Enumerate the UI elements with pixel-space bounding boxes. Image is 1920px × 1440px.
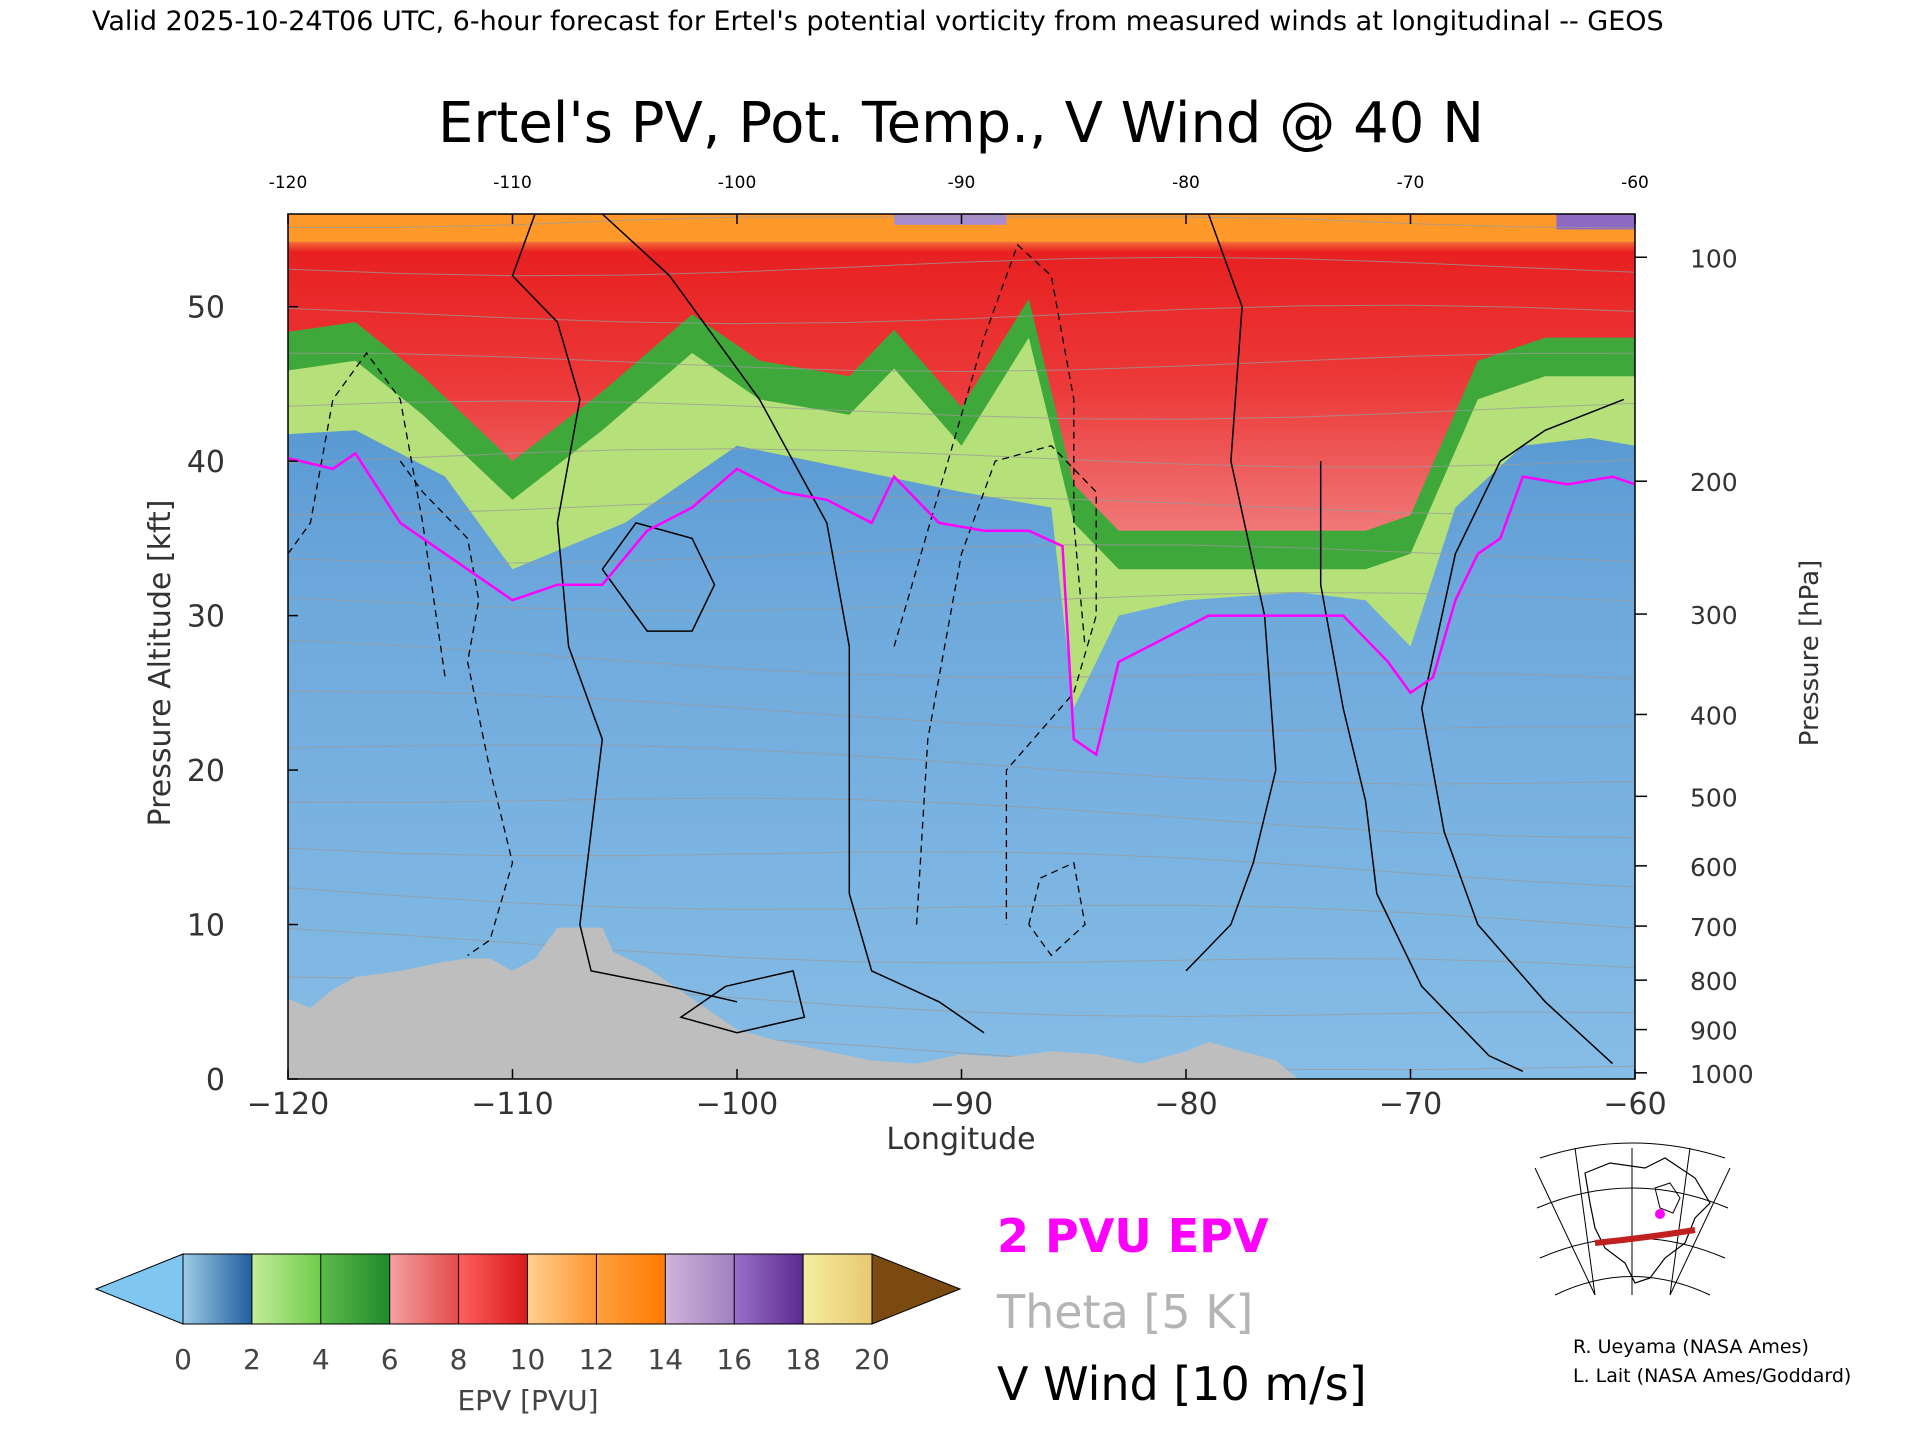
pressure-tick-label: 100: [1690, 244, 1738, 273]
colorbar-tick-label: 4: [312, 1343, 330, 1376]
theta-isentrope: [288, 744, 1635, 785]
x-tick-label: −70: [1379, 1087, 1442, 1122]
pressure-tick-label: 200: [1690, 468, 1738, 497]
chart-title: Ertel's PV, Pot. Temp., V Wind @ 40 N: [438, 91, 1484, 156]
y-tick-label: 20: [187, 754, 225, 789]
y-tick-label: 30: [187, 600, 225, 635]
theta-isentrope: [288, 847, 1635, 888]
credit-line-1: R. Ueyama (NASA Ames): [1573, 1336, 1809, 1358]
colorbar-tick-label: 8: [450, 1343, 468, 1376]
colorbar-tick-label: 20: [854, 1343, 890, 1376]
theta-isentrope: [288, 448, 1635, 468]
theta-isentrope: [288, 639, 1635, 680]
x-tick-label-top: -110: [493, 173, 532, 193]
theta-isentrope: [288, 690, 1635, 732]
pressure-tick-label: 500: [1690, 783, 1738, 812]
theta-isentrope: [288, 591, 1635, 612]
pressure-tick-label: 600: [1690, 853, 1738, 882]
vwind-contour-solid: [511, 214, 738, 1003]
tropopause-2pvu-line: [288, 451, 1635, 757]
vwind-contour-solid: [1185, 214, 1277, 972]
colorbar-under-arrow: [94, 1253, 184, 1325]
x-tick-label-top: -120: [269, 173, 308, 193]
y-axis-label: Pressure Altitude [kft]: [143, 500, 178, 827]
pressure-tick-label: 400: [1690, 701, 1738, 730]
x-tick-label: −60: [1603, 1087, 1666, 1122]
terrain-mask: [288, 927, 1299, 1079]
vwind-contour-dashed: [399, 460, 514, 956]
epv-band-purple: [1556, 214, 1635, 230]
theta-isentrope: [288, 304, 1635, 325]
legend-epv: 2 PVU EPV: [997, 1209, 1269, 1263]
colorbar-tick-label: 18: [785, 1343, 821, 1376]
theta-isentrope: [288, 496, 1635, 516]
locator-map: [1534, 1142, 1731, 1296]
colorbar-tick-label: 10: [510, 1343, 546, 1376]
pressure-tick-label: 800: [1690, 967, 1738, 996]
pressure-tick-label: 700: [1690, 913, 1738, 942]
colorbar-segment: [183, 1254, 253, 1324]
colorbar-segment: [458, 1254, 528, 1324]
y-axis-right-label: Pressure [hPa]: [1795, 560, 1825, 747]
colorbar-segment: [803, 1254, 873, 1324]
legend-theta: Theta [5 K]: [996, 1285, 1253, 1339]
colorbar-tick-label: 2: [243, 1343, 261, 1376]
x-tick-label: −110: [471, 1087, 553, 1122]
colorbar-tick-label: 12: [579, 1343, 615, 1376]
theta-isentrope: [288, 797, 1635, 839]
theta-isentrope: [288, 928, 1635, 969]
epv-band-purple: [894, 214, 1007, 225]
colorbar-segment: [251, 1254, 322, 1324]
colorbar-frame: [182, 1253, 873, 1325]
vwind-contour-solid: [1319, 461, 1524, 1072]
x-tick-label-top: -80: [1172, 173, 1200, 193]
pressure-tick-label: 900: [1690, 1017, 1738, 1046]
vwind-contour-solid: [601, 522, 716, 632]
x-tick-label-top: -70: [1397, 173, 1425, 193]
colorbar-tick-label: 16: [716, 1343, 752, 1376]
colorbar-segment: [320, 1254, 391, 1324]
theta-isentrope: [288, 544, 1635, 564]
pressure-tick-label: 1000: [1690, 1060, 1754, 1089]
x-tick-label-top: -90: [948, 173, 976, 193]
x-tick-label: −120: [247, 1087, 329, 1122]
vwind-contour-solid: [1420, 398, 1625, 1065]
y-tick-label: 10: [187, 909, 225, 944]
credit-line-2: L. Lait (NASA Ames/Goddard): [1573, 1365, 1851, 1387]
colorbar-tick-label: 14: [647, 1343, 683, 1376]
colorbar-segment: [389, 1254, 460, 1324]
colorbar-tick-label: 0: [174, 1343, 192, 1376]
colorbar-segment: [734, 1254, 804, 1324]
x-tick-label-top: -100: [718, 173, 757, 193]
x-tick-label: −80: [1154, 1087, 1217, 1122]
colorbar-segment: [665, 1254, 735, 1324]
x-tick-label-top: -60: [1621, 173, 1649, 193]
pressure-tick-label: 300: [1690, 601, 1738, 630]
legend-vwind: V Wind [10 m/s]: [997, 1357, 1367, 1411]
theta-isentrope: [288, 352, 1635, 373]
x-axis-label: Longitude: [886, 1122, 1035, 1157]
vwind-contour-dashed: [1028, 861, 1086, 957]
y-tick-label: 50: [187, 291, 225, 326]
colorbar-segment: [527, 1254, 597, 1324]
colorbar-over-arrow: [871, 1253, 962, 1325]
colorbar-segment: [596, 1254, 666, 1324]
theta-isentrope: [288, 887, 1635, 929]
colorbar: 0 2 4 6 8 10 12 14 16 18 20: [94, 1253, 962, 1376]
x-tick-label: −100: [696, 1087, 778, 1122]
x-tick-label: −90: [930, 1087, 993, 1122]
vwind-contour-solid: [679, 970, 806, 1034]
colorbar-label: EPV [PVU]: [457, 1384, 598, 1417]
colorbar-tick-label: 6: [381, 1343, 399, 1376]
y-tick-label: 40: [187, 445, 225, 480]
valid-header: Valid 2025-10-24T06 UTC, 6-hour forecast…: [92, 6, 1664, 37]
plot-area: [288, 214, 1635, 1079]
y-tick-label: 0: [206, 1063, 225, 1098]
vwind-contour-solid: [601, 214, 985, 1034]
epv-band-red: [288, 214, 1635, 531]
vwind-contour-dashed: [288, 351, 446, 678]
